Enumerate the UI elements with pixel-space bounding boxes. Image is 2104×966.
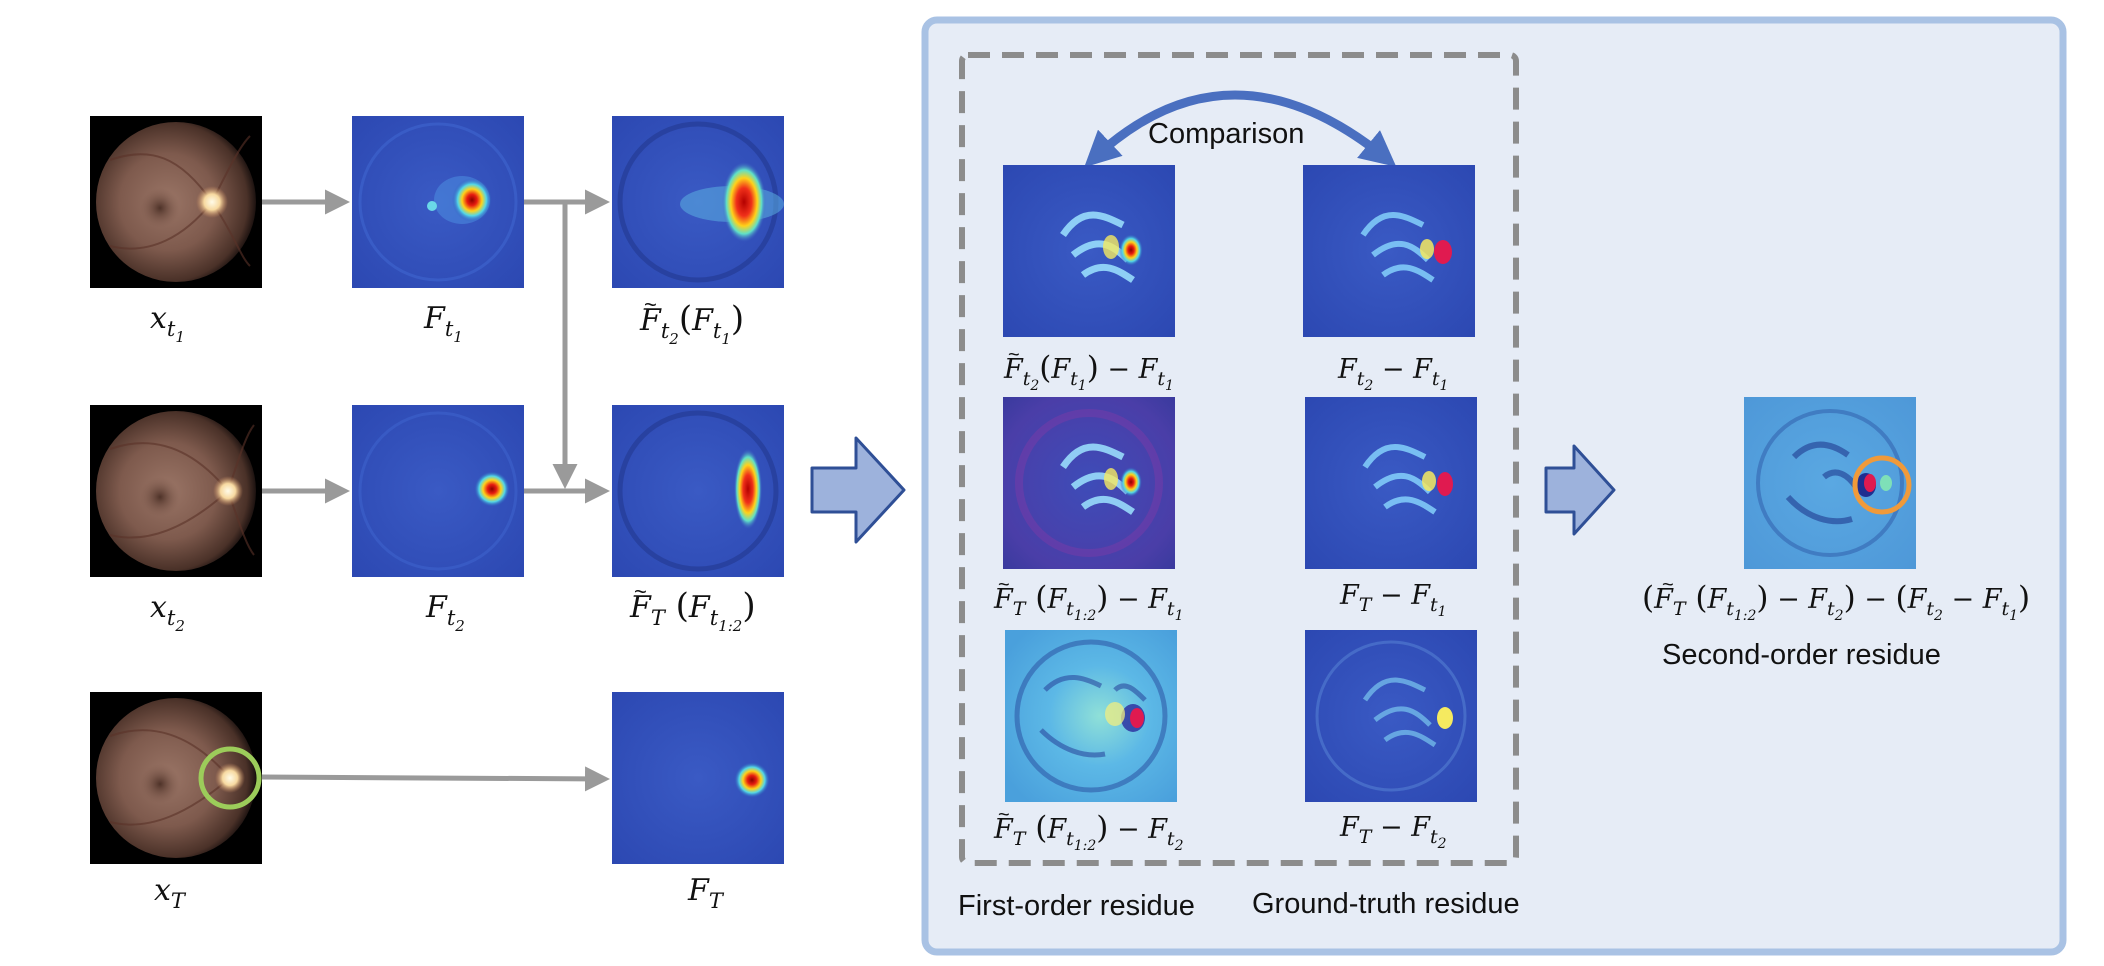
second-order-title: Second-order residue [1662, 639, 1941, 671]
label-x-t1: xt1 [150, 301, 185, 346]
ground-truth-residue-map-1 [1303, 165, 1475, 337]
ground-truth-title: Ground-truth residue [1252, 888, 1520, 920]
label-F-T: FT [687, 873, 725, 913]
label-F-t2: Ft2 [425, 590, 465, 635]
fundus-image-T [90, 692, 262, 864]
second-order-highlight-circle [1852, 455, 1912, 515]
residue-panel [921, 16, 2067, 956]
block-arrow-to-second-order [1544, 444, 1616, 536]
svg-text:~: ~ [998, 804, 1010, 826]
first-order-title: First-order residue [958, 890, 1195, 922]
feature-map-F-T [612, 692, 784, 864]
flow-arrows [261, 189, 610, 792]
first-order-residue-map-3 [1005, 630, 1177, 802]
label-x-T: xT [154, 873, 187, 913]
svg-text:~: ~ [1008, 344, 1020, 366]
label-prediction-T: FT (Ft1:2) ~ [629, 579, 756, 635]
prediction-map-t2 [612, 116, 784, 288]
ground-truth-residue-map-2 [1305, 397, 1477, 569]
feature-map-F-t1 [352, 116, 524, 288]
lesion-highlight-circle [198, 746, 262, 810]
second-order-residue-map [1744, 397, 1916, 569]
prediction-map-T [612, 405, 784, 577]
svg-text:~: ~ [644, 292, 657, 317]
svg-text:~: ~ [998, 574, 1010, 596]
block-arrow-to-residue [810, 436, 906, 544]
comparison-arrow [1084, 90, 1397, 168]
svg-text:~: ~ [634, 579, 647, 604]
fundus-image-t2 [90, 405, 262, 577]
comparison-label: Comparison [1148, 118, 1304, 150]
first-order-residue-map-2 [1003, 397, 1175, 569]
ground-truth-residue-map-3 [1305, 630, 1477, 802]
svg-text:Ft2(Ft1): Ft2(Ft1) [639, 299, 744, 348]
label-x-t2: xt2 [150, 590, 185, 635]
label-prediction-t2: Ft2(Ft1) ~ [639, 292, 744, 348]
fundus-image-t1 [90, 116, 262, 288]
first-order-residue-map-1 [1003, 165, 1175, 337]
svg-text:~: ~ [1662, 574, 1674, 596]
label-F-t1: Ft1 [423, 301, 463, 346]
svg-text:FT (Ft1:2): FT (Ft1:2) [629, 586, 756, 635]
feature-map-F-t2 [352, 405, 524, 577]
